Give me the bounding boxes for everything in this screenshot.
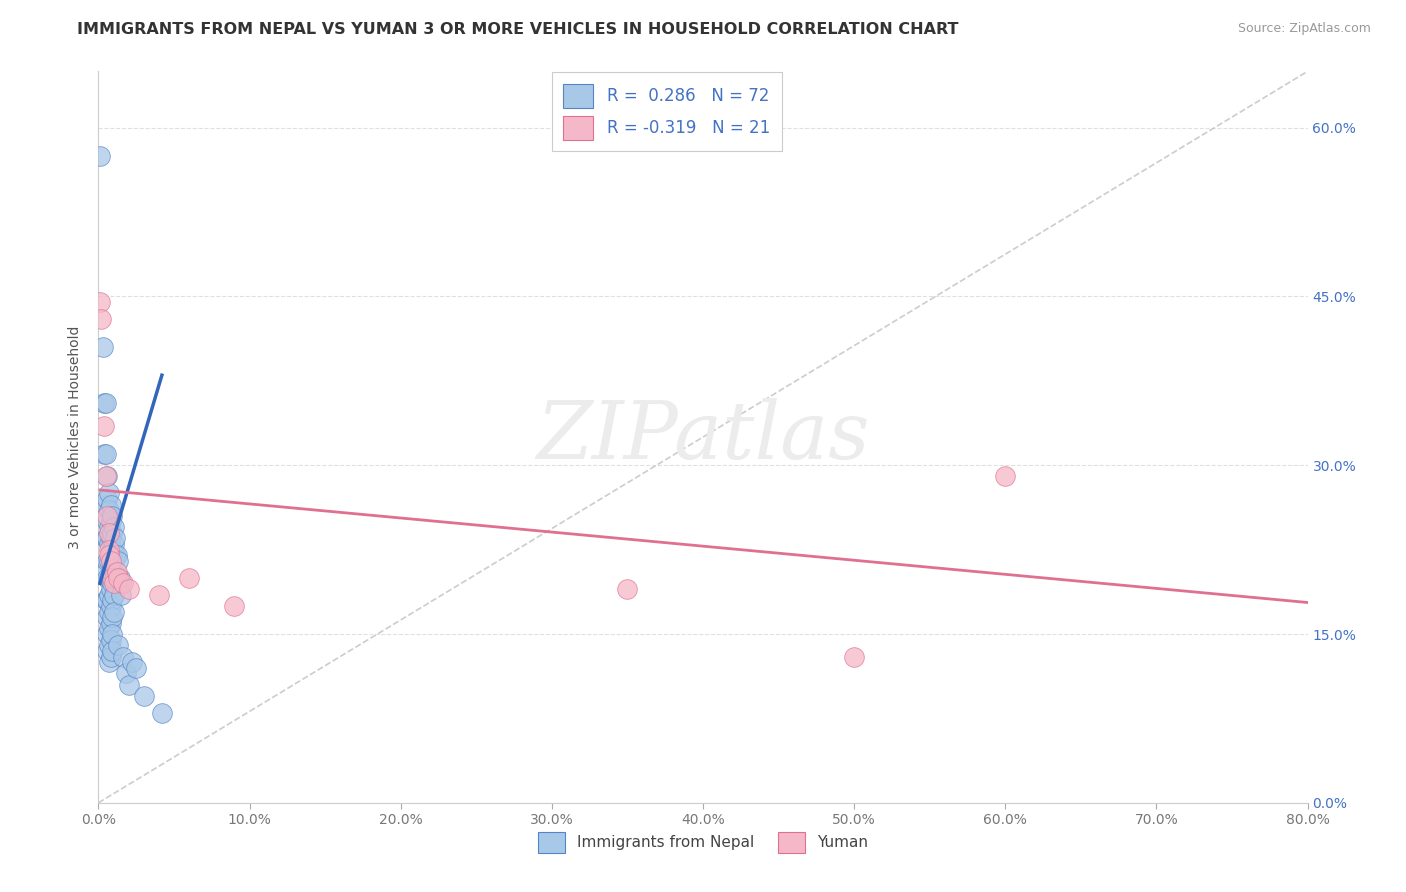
Point — [93, 396, 115, 410]
Point — [100, 615, 122, 630]
Point — [98, 588, 121, 602]
Point — [94, 396, 117, 410]
Point — [94, 593, 117, 607]
Point — [94, 565, 117, 579]
Point — [94, 447, 117, 461]
Point — [101, 610, 124, 624]
Point — [100, 548, 122, 562]
Point — [100, 582, 122, 596]
Point — [96, 515, 118, 529]
Point — [844, 649, 866, 664]
Point — [104, 571, 127, 585]
Point — [101, 576, 124, 591]
Point — [93, 447, 115, 461]
Point — [98, 605, 121, 619]
Point — [100, 649, 122, 664]
Point — [94, 469, 117, 483]
Point — [100, 498, 122, 512]
Point — [104, 548, 127, 562]
Point — [90, 312, 112, 326]
Point — [98, 520, 121, 534]
Point — [103, 571, 125, 585]
Point — [100, 554, 122, 568]
Point — [132, 689, 155, 703]
Point — [94, 498, 117, 512]
Text: IMMIGRANTS FROM NEPAL VS YUMAN 3 OR MORE VEHICLES IN HOUSEHOLD CORRELATION CHART: IMMIGRANTS FROM NEPAL VS YUMAN 3 OR MORE… — [77, 22, 959, 37]
Point — [118, 678, 141, 692]
Point — [100, 632, 122, 647]
Point — [96, 610, 118, 624]
Point — [111, 576, 134, 591]
Point — [103, 554, 125, 568]
Point — [148, 588, 170, 602]
Point — [179, 571, 201, 585]
Point — [96, 554, 118, 568]
Point — [107, 638, 129, 652]
Point — [110, 588, 132, 602]
Point — [98, 548, 121, 562]
Point — [100, 515, 122, 529]
Point — [101, 559, 124, 574]
Point — [994, 469, 1017, 483]
Legend: Immigrants from Nepal, Yuman: Immigrants from Nepal, Yuman — [530, 824, 876, 861]
Point — [100, 599, 122, 613]
Point — [96, 593, 118, 607]
Point — [91, 340, 114, 354]
Point — [103, 605, 125, 619]
Point — [616, 582, 638, 596]
Point — [101, 627, 124, 641]
Point — [101, 571, 124, 585]
Point — [101, 508, 124, 523]
Text: Source: ZipAtlas.com: Source: ZipAtlas.com — [1237, 22, 1371, 36]
Point — [96, 508, 118, 523]
Point — [101, 593, 124, 607]
Point — [101, 542, 124, 557]
Point — [108, 571, 131, 585]
Point — [96, 627, 118, 641]
Point — [96, 469, 118, 483]
Point — [96, 571, 118, 585]
Point — [121, 655, 143, 669]
Point — [103, 588, 125, 602]
Point — [105, 565, 128, 579]
Point — [224, 599, 246, 613]
Point — [94, 532, 117, 546]
Point — [107, 571, 129, 585]
Text: ZIPatlas: ZIPatlas — [536, 399, 870, 475]
Point — [96, 644, 118, 658]
Point — [104, 532, 127, 546]
Point — [103, 576, 125, 591]
Point — [103, 537, 125, 551]
Point — [101, 644, 124, 658]
Point — [107, 554, 129, 568]
Point — [105, 548, 128, 562]
Point — [96, 491, 118, 506]
Point — [96, 532, 118, 546]
Point — [98, 525, 121, 540]
Point — [98, 571, 121, 585]
Point — [98, 621, 121, 635]
Point — [98, 655, 121, 669]
Point — [93, 418, 115, 433]
Point — [98, 503, 121, 517]
Point — [110, 576, 132, 591]
Point — [103, 520, 125, 534]
Point — [111, 649, 134, 664]
Point — [125, 661, 148, 675]
Point — [118, 582, 141, 596]
Point — [98, 486, 121, 500]
Point — [98, 542, 121, 557]
Point — [101, 525, 124, 540]
Point — [98, 638, 121, 652]
Point — [98, 554, 121, 568]
Point — [89, 149, 111, 163]
Point — [114, 666, 136, 681]
Point — [100, 532, 122, 546]
Point — [89, 295, 111, 310]
Point — [150, 706, 173, 720]
Point — [98, 537, 121, 551]
Point — [100, 565, 122, 579]
Y-axis label: 3 or more Vehicles in Household: 3 or more Vehicles in Household — [69, 326, 83, 549]
